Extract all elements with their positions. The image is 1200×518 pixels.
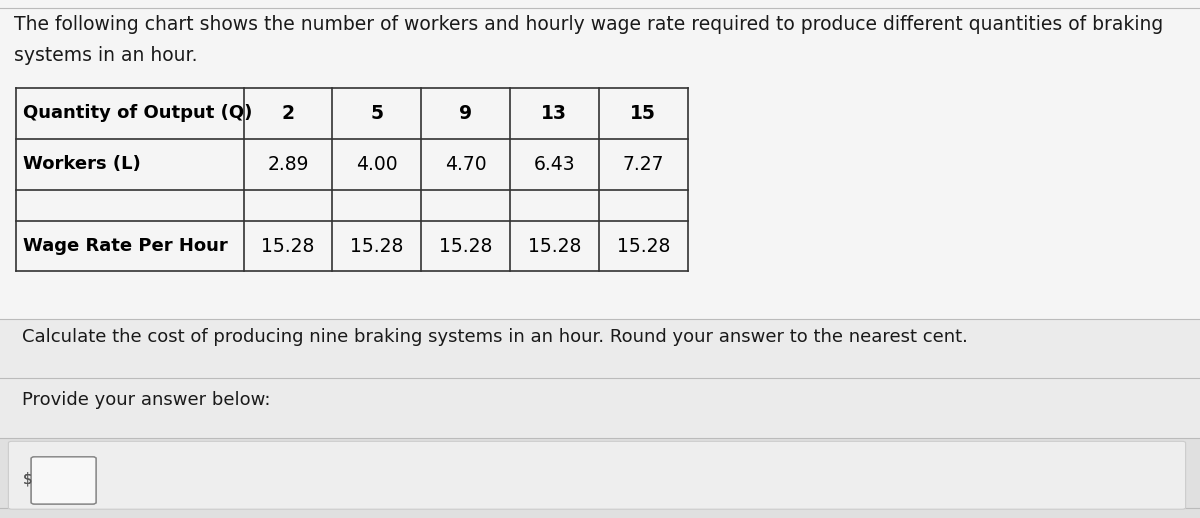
Bar [0,438,1200,518]
Text: Wage Rate Per Hour: Wage Rate Per Hour [23,237,228,255]
Text: $: $ [23,472,32,486]
Text: 4.70: 4.70 [445,155,486,174]
Text: 15: 15 [630,104,656,123]
Text: $: $ [23,472,32,486]
FancyBboxPatch shape [8,441,1186,509]
Text: 2: 2 [282,104,294,123]
Text: 5: 5 [371,104,383,123]
Bar [0,378,1200,438]
Text: 2.89: 2.89 [268,155,308,174]
Text: 6.43: 6.43 [534,155,575,174]
FancyBboxPatch shape [31,457,96,504]
Text: 15.28: 15.28 [262,237,314,255]
Text: Quantity of Output (Q): Quantity of Output (Q) [23,105,252,122]
Text: 7.27: 7.27 [623,155,664,174]
Text: 15.28: 15.28 [528,237,581,255]
Text: 15.28: 15.28 [617,237,670,255]
Text: 15.28: 15.28 [350,237,403,255]
Text: Calculate the cost of producing nine braking systems in an hour. Round your answ: Calculate the cost of producing nine bra… [22,328,967,346]
Text: The following chart shows the number of workers and hourly wage rate required to: The following chart shows the number of … [14,15,1164,34]
Bar [0,319,1200,378]
Text: 15.28: 15.28 [439,237,492,255]
Text: 4.00: 4.00 [356,155,397,174]
Text: Provide your answer below:: Provide your answer below: [22,391,270,409]
FancyBboxPatch shape [31,457,96,504]
Text: 9: 9 [460,104,472,123]
Text: 13: 13 [541,104,568,123]
Text: Workers (L): Workers (L) [23,155,140,173]
Text: systems in an hour.: systems in an hour. [14,46,198,65]
